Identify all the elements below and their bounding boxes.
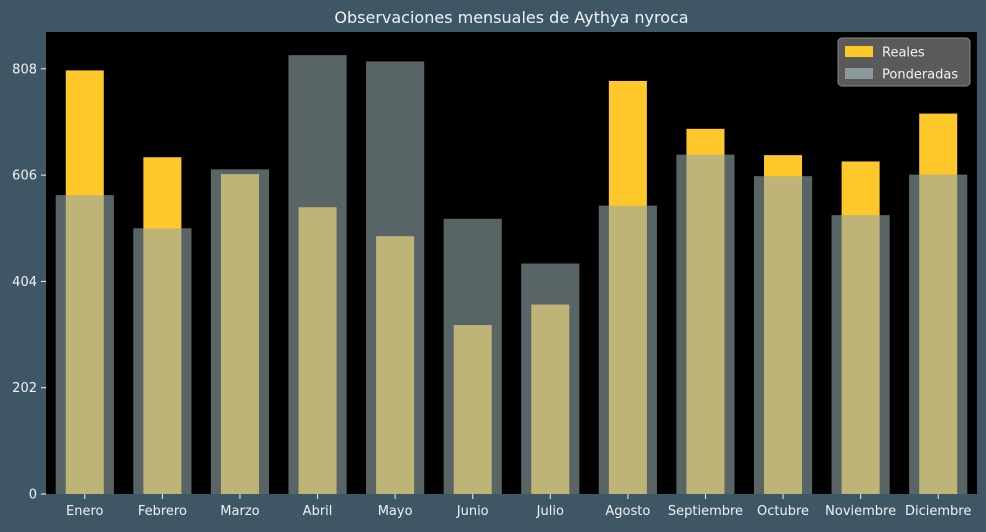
bar-ponderadas-marzo xyxy=(210,169,270,494)
x-axis: Enero Febrero Marzo Abril Mayo Junio Julio Agos… xyxy=(66,494,971,519)
bar-ponderadas-julio xyxy=(521,263,580,494)
legend-label-reales: Reales xyxy=(882,46,925,61)
x-tick-label-julio: Julio xyxy=(536,504,564,519)
x-tick-label-diciembre: Diciembre xyxy=(905,504,971,519)
y-tick-label: 404 xyxy=(12,275,37,290)
legend: Reales Ponderadas xyxy=(837,37,971,87)
bar-ponderadas-mayo xyxy=(366,61,425,494)
x-tick-label-mayo: Mayo xyxy=(378,504,413,519)
bar-ponderadas-septiembre xyxy=(676,154,735,494)
x-tick-label-junio: Junio xyxy=(456,504,489,519)
bar-ponderadas-noviembre xyxy=(831,215,890,494)
x-tick-label-marzo: Marzo xyxy=(220,504,259,519)
legend-swatch-ponderadas xyxy=(845,68,873,79)
x-tick-label-septiembre: Septiembre xyxy=(668,504,743,519)
chart-title: Observaciones mensuales de Aythya nyroca xyxy=(334,8,688,27)
y-axis: 0 202 404 606 808 xyxy=(12,62,46,503)
bar-ponderadas-febrero xyxy=(133,228,192,495)
x-tick-label-enero: Enero xyxy=(66,504,104,519)
y-tick-label: 606 xyxy=(12,169,37,184)
bar-ponderadas-junio xyxy=(443,218,502,494)
x-tick-label-octubre: Octubre xyxy=(757,504,809,519)
x-tick-label-agosto: Agosto xyxy=(605,504,650,519)
x-tick-label-abril: Abril xyxy=(303,504,333,519)
series-ponderadas-bars xyxy=(55,55,968,495)
bar-ponderadas-diciembre xyxy=(909,174,968,494)
bar-ponderadas-abril xyxy=(288,55,347,494)
legend-swatch-reales xyxy=(845,46,873,57)
x-tick-label-noviembre: Noviembre xyxy=(825,504,896,519)
bar-ponderadas-enero xyxy=(55,195,114,494)
x-tick-label-febrero: Febrero xyxy=(138,504,187,519)
y-tick-label: 808 xyxy=(12,62,37,77)
y-tick-label: 0 xyxy=(29,488,37,503)
plot-area xyxy=(46,32,977,494)
legend-label-ponderadas: Ponderadas xyxy=(882,68,958,83)
bar-ponderadas-agosto xyxy=(598,205,657,494)
bar-ponderadas-octubre xyxy=(753,176,813,494)
y-tick-label: 202 xyxy=(12,381,37,396)
